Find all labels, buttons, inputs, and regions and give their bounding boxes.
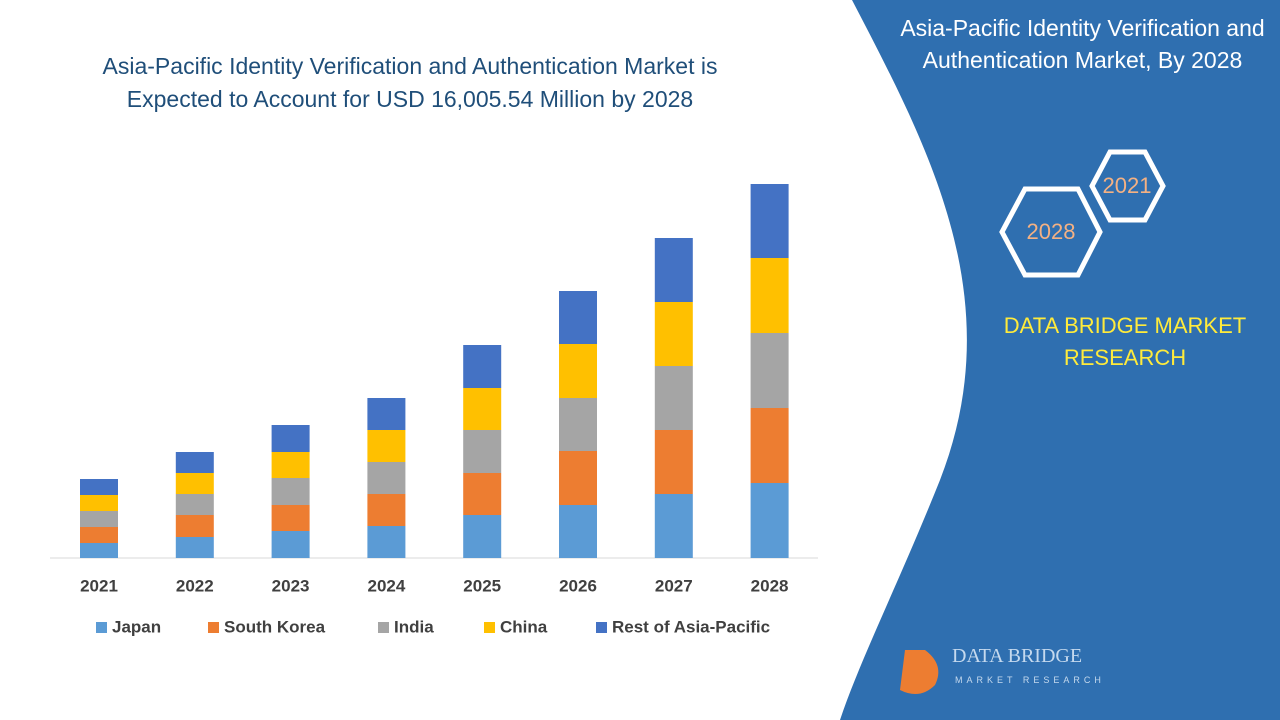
bar-segment: [654, 366, 693, 430]
bar-segment: [271, 505, 310, 531]
legend-swatch: [484, 622, 495, 633]
hexagon: [1089, 149, 1166, 223]
legend-label: China: [500, 617, 548, 636]
bar-segment: [463, 388, 502, 430]
hexagon: [999, 186, 1103, 278]
bar-segment: [750, 408, 789, 483]
x-tick-label: 2023: [272, 576, 310, 595]
legend-label: India: [394, 617, 434, 636]
logo-tagline: MARKET RESEARCH: [955, 675, 1105, 685]
legend-label: Rest of Asia-Pacific: [612, 617, 770, 636]
bar-segment: [367, 430, 406, 462]
bar-segment: [367, 462, 406, 494]
legend-label: South Korea: [224, 617, 326, 636]
legend-swatch: [378, 622, 389, 633]
bar-segment: [750, 333, 789, 408]
bar-segment: [80, 527, 118, 543]
x-tick-label: 2028: [751, 576, 789, 595]
bar-segment: [367, 494, 406, 526]
bar-segment: [271, 531, 310, 558]
bar-segment: [463, 430, 502, 473]
bar-segment: [175, 537, 214, 558]
bar-segment: [80, 479, 118, 495]
bar-segment: [559, 344, 597, 398]
bar-segment: [559, 451, 597, 505]
bar-segment: [750, 184, 789, 258]
bar-segment: [654, 238, 693, 302]
bar-segment: [175, 473, 214, 494]
x-tick-label: 2025: [463, 576, 501, 595]
bar-segment: [80, 495, 118, 511]
bar-segment: [559, 291, 597, 344]
legend-swatch: [96, 622, 107, 633]
legend-swatch: [208, 622, 219, 633]
bar-segment: [80, 543, 118, 558]
bar-segment: [271, 478, 310, 505]
x-tick-label: 2021: [80, 576, 118, 595]
brand: DATA BRIDGE MARKET RESEARCH: [1003, 313, 1247, 370]
bar-segment: [654, 494, 693, 558]
logo-mark: [900, 650, 939, 694]
legend-label: Japan: [112, 617, 161, 636]
logo-name: DATA BRIDGE: [952, 645, 1082, 667]
bar-segment: [654, 302, 693, 366]
bar-segment: [80, 511, 118, 527]
chart-title: Asia-Pacific Identity Verification and A…: [102, 53, 718, 112]
x-tick-label: 2026: [559, 576, 597, 595]
bar-segment: [463, 345, 502, 388]
bar-segment: [463, 473, 502, 515]
bar-segment: [463, 515, 502, 558]
side-background: [840, 0, 1280, 720]
x-tick-label: 2024: [367, 576, 405, 595]
bar-segment: [175, 515, 214, 537]
bar-segment: [271, 452, 310, 478]
hex-year: 2021: [1103, 173, 1152, 198]
bar-segment: [175, 494, 214, 515]
bar-segment: [271, 425, 310, 452]
bar-segment: [175, 452, 214, 473]
x-tick-label: 2022: [176, 576, 214, 595]
bar-segment: [654, 430, 693, 494]
bar-segment: [750, 483, 789, 558]
bar-segment: [367, 398, 406, 430]
bar-segment: [559, 398, 597, 451]
side-title: Asia-Pacific Identity Verification and A…: [900, 15, 1265, 73]
bar-segment: [367, 526, 406, 558]
x-tick-label: 2027: [655, 576, 693, 595]
bar-segment: [750, 258, 789, 333]
bar-segment: [559, 505, 597, 558]
legend-swatch: [596, 622, 607, 633]
hex-year: 2028: [1027, 219, 1076, 244]
